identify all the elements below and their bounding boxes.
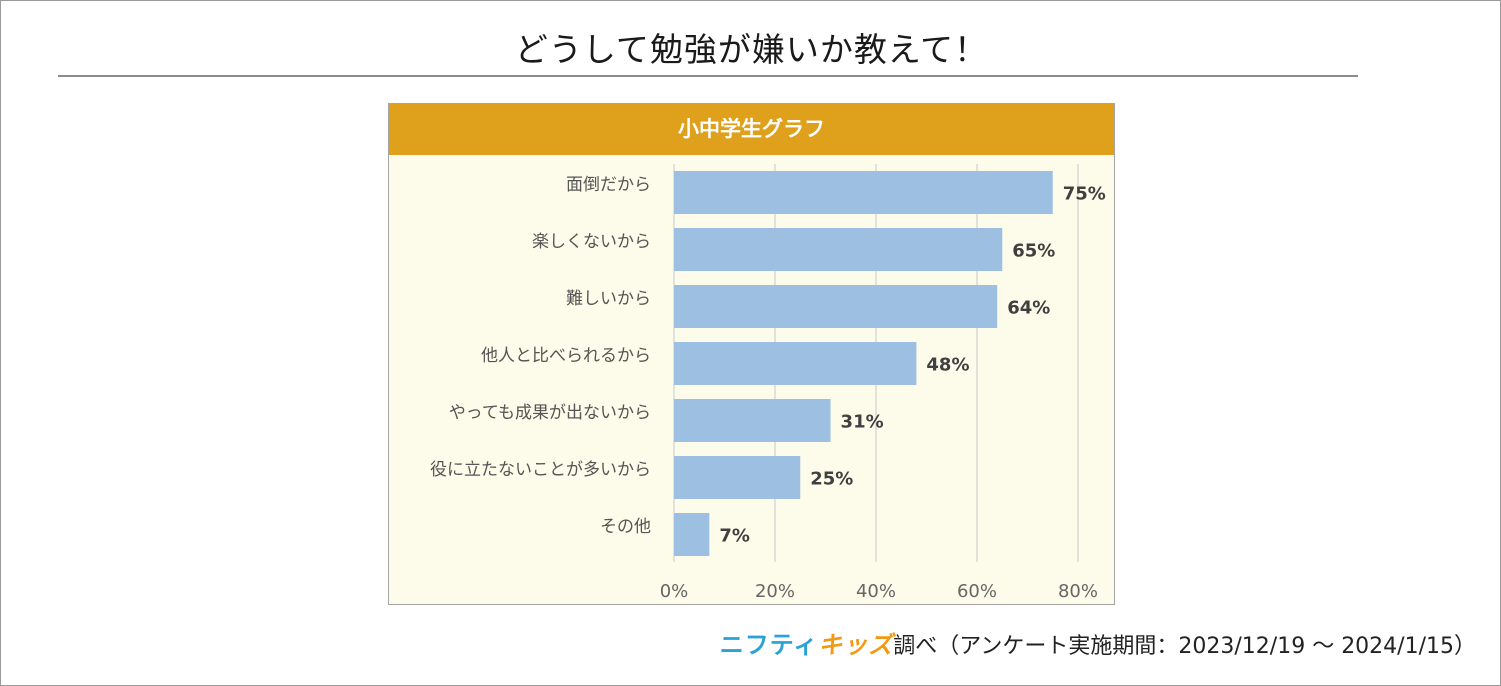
category-label: やっても成果が出ないから: [449, 403, 651, 423]
data-label: 75%: [1063, 184, 1106, 205]
page-title: どうして勉強が嫌いか教えて！: [514, 30, 989, 69]
chart-panel: 小中学生グラフ 0% 20% 40% 60% 80% 面倒だから 75% 楽しくないから 65%…: [388, 103, 1115, 605]
bar: [674, 171, 1053, 214]
data-label: 25%: [810, 469, 853, 490]
x-tick-label: 60%: [957, 581, 997, 602]
chart-title: 小中学生グラフ: [389, 104, 1114, 155]
bar: [674, 342, 917, 385]
brand-kids: キッズ: [818, 631, 894, 659]
data-label: 64%: [1007, 298, 1050, 319]
title-divider: [58, 75, 1358, 77]
nifty-kids-logo: ニフティキッズ: [720, 631, 894, 659]
bar: [674, 456, 801, 499]
category-label: 難しいから: [566, 289, 651, 309]
survey-credit: ニフティキッズ調べ（アンケート実施期間：2023/12/19 ～ 2024/1/…: [720, 625, 1476, 660]
category-label: その他: [600, 517, 651, 537]
x-tick-label: 20%: [755, 581, 795, 602]
data-label: 65%: [1012, 241, 1055, 262]
survey-period-text: 調べ（アンケート実施期間：2023/12/19 ～ 2024/1/15）: [893, 634, 1476, 659]
x-tick-label: 80%: [1058, 581, 1098, 602]
bar: [674, 228, 1003, 271]
data-label: 48%: [926, 355, 969, 376]
category-label: 他人と比べられるから: [481, 346, 651, 366]
labels: 0% 20% 40% 60% 80% 面倒だから 75% 楽しくないから 65% 難しいから 64%…: [430, 175, 1106, 602]
x-tick-label: 40%: [856, 581, 896, 602]
category-label: 役に立たないことが多いから: [430, 460, 651, 480]
bar-chart: 0% 20% 40% 60% 80% 面倒だから 75% 楽しくないから 65% 難しいから 64%…: [430, 164, 1106, 602]
bar: [674, 513, 710, 556]
category-label: 面倒だから: [566, 175, 651, 195]
bars: [674, 171, 1053, 556]
data-label: 31%: [841, 412, 884, 433]
brand-nifty: ニフティ: [719, 631, 819, 659]
category-label: 楽しくないから: [532, 232, 651, 252]
bar: [674, 285, 998, 328]
x-tick-label: 0%: [660, 581, 689, 602]
bar: [674, 399, 831, 442]
data-label: 7%: [719, 526, 750, 547]
